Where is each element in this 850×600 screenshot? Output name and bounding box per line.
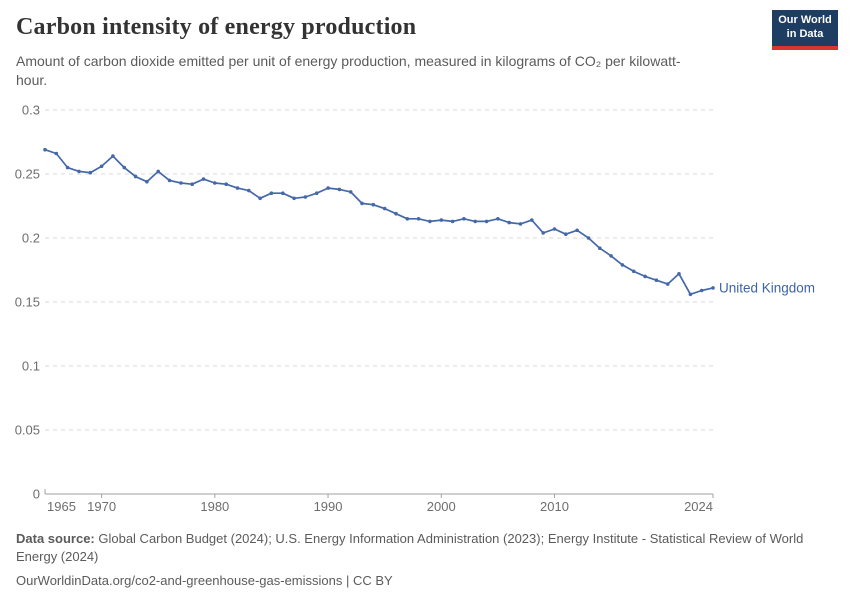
data-point[interactable] xyxy=(484,219,489,224)
data-point[interactable] xyxy=(269,191,274,195)
data-point[interactable] xyxy=(450,219,455,224)
data-point[interactable] xyxy=(122,165,127,170)
data-point[interactable] xyxy=(213,181,217,185)
data-point[interactable] xyxy=(654,278,659,283)
data-point[interactable] xyxy=(609,254,613,258)
data-point[interactable] xyxy=(303,195,308,199)
data-point[interactable] xyxy=(530,218,534,222)
data-point[interactable] xyxy=(575,228,579,233)
data-point[interactable] xyxy=(54,151,59,156)
data-point[interactable] xyxy=(405,217,410,221)
data-point[interactable] xyxy=(258,196,262,201)
data-point[interactable] xyxy=(111,154,115,158)
data-point[interactable] xyxy=(99,164,104,169)
data-point[interactable] xyxy=(382,206,387,211)
y-tick-label: 0 xyxy=(33,487,40,502)
data-point[interactable] xyxy=(428,219,432,224)
data-point[interactable] xyxy=(541,231,545,235)
data-point[interactable] xyxy=(281,191,285,195)
data-point[interactable] xyxy=(552,227,557,231)
data-source-text: Global Carbon Budget (2024); U.S. Energy… xyxy=(16,531,804,564)
data-point[interactable] xyxy=(473,219,478,224)
data-point[interactable] xyxy=(314,191,319,195)
data-point[interactable] xyxy=(179,181,183,185)
x-tick-label: 1980 xyxy=(200,499,229,514)
data-point[interactable] xyxy=(507,220,512,225)
chart-footer: Data source: Global Carbon Budget (2024)… xyxy=(16,530,806,590)
data-point[interactable] xyxy=(439,218,444,222)
data-point[interactable] xyxy=(145,179,149,184)
x-tick-label: 2024 xyxy=(684,499,713,514)
data-point[interactable] xyxy=(665,282,670,286)
x-tick-label: 1990 xyxy=(314,499,343,514)
data-point[interactable] xyxy=(292,196,296,201)
data-point[interactable] xyxy=(337,187,342,192)
data-point[interactable] xyxy=(711,286,715,290)
data-point[interactable] xyxy=(620,263,625,267)
data-point[interactable] xyxy=(586,236,591,240)
x-tick-label: 1965 xyxy=(47,499,76,514)
owid-logo-line1: Our World xyxy=(778,14,832,27)
entity-label[interactable]: United Kingdom xyxy=(719,280,815,295)
data-point[interactable] xyxy=(643,274,647,279)
data-point[interactable] xyxy=(699,288,704,293)
page-title: Carbon intensity of energy production xyxy=(16,14,417,40)
data-point[interactable] xyxy=(235,186,240,190)
y-tick-label: 0.1 xyxy=(22,359,40,374)
data-point[interactable] xyxy=(360,201,364,206)
y-tick-label: 0.15 xyxy=(15,295,40,310)
data-point[interactable] xyxy=(348,190,353,194)
data-point[interactable] xyxy=(77,169,81,174)
footer-url: OurWorldinData.org/co2-and-greenhouse-ga… xyxy=(16,572,393,588)
data-point[interactable] xyxy=(190,182,194,186)
owid-logo-box: Our World in Data xyxy=(772,10,838,46)
data-point[interactable] xyxy=(462,217,466,221)
data-point[interactable] xyxy=(247,188,251,193)
x-tick-label: 1970 xyxy=(87,499,116,514)
data-point[interactable] xyxy=(326,186,330,190)
chart-subtitle: Amount of carbon dioxide emitted per uni… xyxy=(16,53,681,89)
data-point[interactable] xyxy=(133,174,138,179)
y-tick-label: 0.2 xyxy=(22,231,40,246)
x-tick-label: 2000 xyxy=(427,499,456,514)
y-tick-label: 0.25 xyxy=(15,167,40,182)
data-point[interactable] xyxy=(43,147,47,152)
data-point[interactable] xyxy=(416,217,421,221)
owid-logo-red-bar xyxy=(772,46,838,50)
data-point[interactable] xyxy=(156,169,160,174)
data-point[interactable] xyxy=(167,178,172,183)
y-tick-label: 0.05 xyxy=(15,423,40,438)
x-tick-label: 2010 xyxy=(540,499,569,514)
data-point[interactable] xyxy=(518,222,523,226)
data-source-label: Data source: xyxy=(16,531,95,546)
data-point[interactable] xyxy=(688,292,693,297)
owid-logo-line2: in Data xyxy=(786,28,824,40)
data-point[interactable] xyxy=(631,269,636,274)
data-point[interactable] xyxy=(394,211,398,216)
data-point[interactable] xyxy=(496,217,500,221)
data-point[interactable] xyxy=(677,272,681,276)
data-point[interactable] xyxy=(88,170,93,175)
data-source-line: Data source: Global Carbon Budget (2024)… xyxy=(16,530,806,566)
data-point[interactable] xyxy=(224,182,228,186)
data-point[interactable] xyxy=(371,202,376,207)
y-tick-label: 0.3 xyxy=(22,103,40,118)
data-point[interactable] xyxy=(598,246,602,250)
owid-logo[interactable]: Our World in Data xyxy=(772,10,838,50)
series-line[interactable] xyxy=(44,148,714,296)
data-point[interactable] xyxy=(65,165,70,170)
data-point[interactable] xyxy=(564,232,568,236)
data-point[interactable] xyxy=(201,177,206,181)
